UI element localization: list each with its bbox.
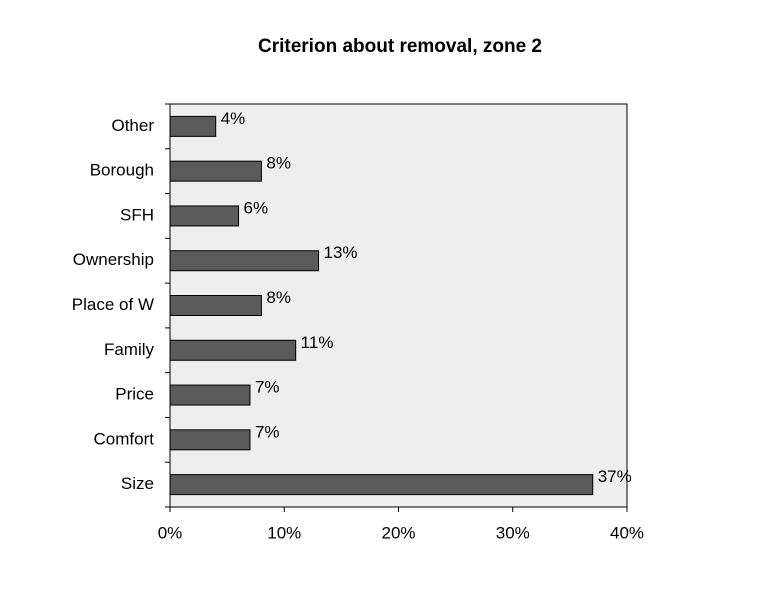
y-tick-label: Other — [111, 116, 154, 135]
y-tick-label: Price — [115, 385, 154, 404]
data-label: 8% — [266, 288, 291, 307]
x-tick-label: 40% — [610, 523, 644, 542]
data-label: 8% — [266, 154, 291, 173]
y-tick-label: Ownership — [73, 250, 154, 269]
bar — [169, 250, 320, 272]
bar — [169, 339, 297, 361]
data-label: 6% — [244, 198, 269, 217]
x-tick-label: 0% — [158, 523, 183, 542]
bar — [169, 295, 262, 316]
x-tick-label: 10% — [267, 523, 301, 542]
y-tick-label: Borough — [90, 161, 154, 180]
data-label: 7% — [255, 422, 280, 441]
data-label: 4% — [221, 109, 246, 128]
y-tick-label: Place of W — [72, 295, 154, 314]
data-label: 13% — [324, 243, 358, 262]
bar — [169, 115, 217, 137]
bar — [169, 384, 251, 406]
y-tick-label: SFH — [120, 205, 154, 224]
chart-title: Criterion about removal, zone 2 — [258, 36, 542, 57]
bar — [169, 429, 251, 451]
x-tick-label: 20% — [381, 523, 415, 542]
y-tick-label: Size — [121, 474, 154, 493]
y-tick-label: Family — [104, 340, 155, 359]
bar — [169, 205, 240, 227]
y-tick-label: Comfort — [94, 429, 155, 448]
data-label: 37% — [598, 467, 632, 486]
data-label: 11% — [301, 333, 334, 352]
x-tick-label: 30% — [496, 523, 530, 542]
data-label: 7% — [255, 378, 280, 397]
bar — [169, 160, 262, 182]
bar — [169, 474, 594, 496]
